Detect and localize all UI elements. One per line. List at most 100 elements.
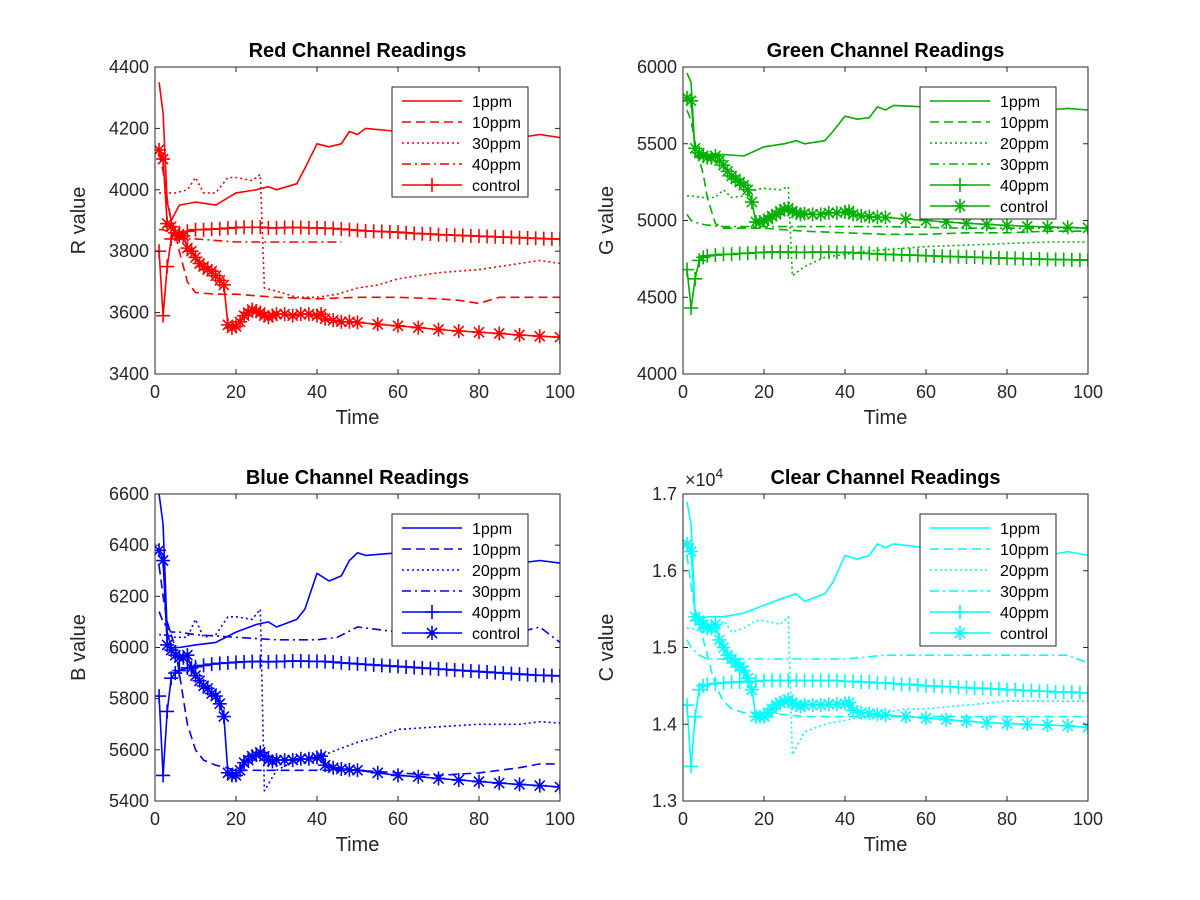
y-tick-label: 5400 bbox=[109, 791, 149, 811]
exponent-base: ×10 bbox=[685, 470, 716, 490]
data-point-40ppm-52 bbox=[1081, 685, 1088, 700]
legend-label-10ppm: 10ppm bbox=[472, 542, 521, 559]
data-point-40ppm-1 bbox=[684, 759, 699, 774]
data-point-control-31 bbox=[813, 207, 828, 222]
data-point-control-31 bbox=[285, 308, 300, 323]
legend-label-1ppm: 1ppm bbox=[472, 521, 512, 538]
chart-title: Red Channel Readings bbox=[249, 40, 467, 62]
data-point-40ppm-markers-52 bbox=[553, 231, 560, 246]
data-point-control-16 bbox=[744, 195, 759, 210]
y-tick-label: 5600 bbox=[109, 740, 149, 760]
data-point-control-34 bbox=[310, 750, 324, 765]
data-point-control-35 bbox=[314, 749, 329, 764]
data-point-control-16 bbox=[216, 277, 231, 292]
data-point-control-46 bbox=[472, 325, 486, 340]
data-point-control-12 bbox=[200, 262, 215, 277]
data-point-control-43 bbox=[411, 769, 426, 784]
data-point-control-46 bbox=[1000, 716, 1014, 731]
data-point-control-48 bbox=[512, 328, 527, 343]
data-point-40ppm-1 bbox=[156, 768, 171, 783]
legend-label-10ppm: 10ppm bbox=[1000, 542, 1049, 559]
legend-label-30ppm: 30ppm bbox=[1000, 584, 1049, 601]
data-point-control-30 bbox=[805, 698, 820, 713]
legend: 1ppm 10ppm 20ppm 30ppm 40ppm control bbox=[919, 513, 1057, 647]
y-tick-label: 6000 bbox=[637, 57, 677, 77]
data-point-control-32 bbox=[821, 697, 836, 712]
y-axis-label: R value bbox=[68, 187, 90, 255]
x-tick-label: 0 bbox=[678, 382, 688, 402]
legend: 1ppm 10ppm 20ppm 30ppm 40ppm control bbox=[919, 86, 1057, 220]
data-point-control-23 bbox=[773, 204, 788, 219]
data-point-control-31 bbox=[285, 753, 300, 768]
data-point-control-21 bbox=[765, 208, 780, 223]
data-point-control-42 bbox=[919, 213, 933, 228]
data-point-control-29 bbox=[269, 307, 284, 322]
data-point-control-33 bbox=[301, 307, 316, 322]
data-point-control-14 bbox=[208, 689, 223, 704]
x-axis-label: Time bbox=[336, 407, 380, 429]
series-group bbox=[683, 72, 1088, 315]
data-point-control-49 bbox=[532, 329, 547, 344]
data-point-control-6 bbox=[704, 150, 719, 165]
legend-label-30ppm: 30ppm bbox=[472, 584, 521, 601]
data-point-control-43 bbox=[939, 215, 954, 230]
series-line-30ppm bbox=[159, 173, 560, 299]
series-line-10ppm bbox=[158, 565, 560, 777]
x-tick-label: 40 bbox=[307, 382, 327, 402]
data-point-control-20 bbox=[233, 763, 248, 778]
data-point-control-36 bbox=[318, 758, 333, 773]
data-point-control-7 bbox=[708, 617, 723, 632]
legend-label-1ppm: 1ppm bbox=[1000, 94, 1040, 111]
data-point-control-34 bbox=[310, 308, 324, 323]
data-point-control-17 bbox=[220, 765, 235, 780]
data-point-control-0 bbox=[155, 543, 167, 558]
x-tick-label: 100 bbox=[1073, 809, 1103, 829]
y-axis-label: C value bbox=[596, 614, 618, 682]
data-point-control-29 bbox=[797, 698, 812, 713]
data-point-control-45 bbox=[451, 773, 466, 788]
data-point-control-37 bbox=[854, 705, 869, 720]
x-tick-label: 0 bbox=[150, 382, 160, 402]
data-point-control-47 bbox=[1020, 717, 1035, 732]
data-point-control-46 bbox=[472, 774, 486, 789]
data-point-control-15 bbox=[740, 671, 755, 686]
data-point-40ppm-markers-6 bbox=[180, 224, 195, 239]
data-point-control-42 bbox=[391, 318, 405, 333]
legend-label-10ppm: 10ppm bbox=[1000, 115, 1049, 132]
data-point-control-16 bbox=[216, 709, 231, 724]
data-point-control-48 bbox=[1040, 718, 1055, 733]
x-tick-label: 80 bbox=[469, 382, 489, 402]
data-point-control-0 bbox=[683, 536, 695, 551]
data-point-control-15 bbox=[212, 696, 227, 711]
data-point-40ppm-0 bbox=[155, 689, 167, 704]
data-point-control-41 bbox=[898, 211, 913, 226]
legend-label-40ppm: 40ppm bbox=[472, 605, 521, 622]
x-tick-label: 40 bbox=[307, 809, 327, 829]
data-point-control-45 bbox=[451, 324, 466, 339]
legend-label-30ppm: 30ppm bbox=[1000, 157, 1049, 174]
data-point-control-13 bbox=[204, 686, 219, 701]
chart-title: Blue Channel Readings bbox=[246, 467, 469, 489]
data-point-40ppm-0 bbox=[683, 262, 695, 277]
data-point-control-9 bbox=[716, 640, 731, 655]
chart-title: Green Channel Readings bbox=[767, 40, 1005, 62]
data-point-control-47 bbox=[492, 776, 507, 791]
x-tick-label: 0 bbox=[150, 809, 160, 829]
x-tick-label: 0 bbox=[678, 809, 688, 829]
data-point-control-4 bbox=[168, 648, 183, 663]
x-axis-label: Time bbox=[864, 834, 908, 856]
series-line-20ppm bbox=[687, 185, 1088, 277]
data-point-control-39 bbox=[870, 707, 885, 722]
series-group bbox=[155, 82, 560, 345]
data-point-control-39 bbox=[870, 210, 885, 225]
data-point-control-44 bbox=[431, 771, 446, 786]
data-point-control-39 bbox=[342, 762, 357, 777]
data-point-control-31 bbox=[813, 698, 828, 713]
x-tick-label: 60 bbox=[916, 382, 936, 402]
data-point-control-38 bbox=[862, 209, 877, 224]
data-point-control-1 bbox=[156, 152, 171, 167]
data-point-control-40 bbox=[350, 315, 365, 330]
data-point-control-11 bbox=[196, 678, 211, 693]
data-point-40ppm-5 bbox=[172, 663, 187, 678]
